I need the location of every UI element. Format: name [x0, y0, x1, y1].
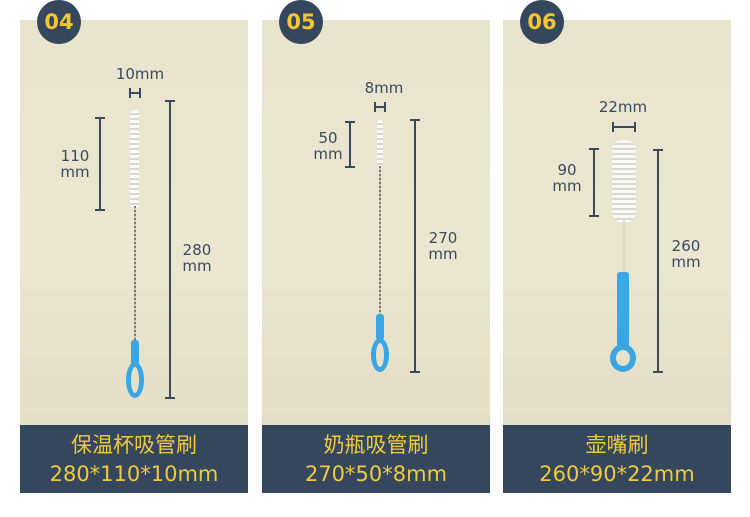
- head-length-label: 110 mm: [60, 147, 90, 181]
- handle-loop: [371, 338, 389, 372]
- number-badge: 06: [520, 0, 564, 44]
- product-dimensions: 270*50*8mm: [304, 462, 448, 486]
- product-dimensions: 280*110*10mm: [49, 462, 219, 486]
- brush-head: [612, 140, 636, 222]
- total-length-label: 280 mm: [182, 241, 212, 275]
- width-label: 8mm: [364, 79, 404, 97]
- brush-head: [377, 120, 383, 167]
- product-name: 保温杯吸管刷: [71, 433, 197, 457]
- width-marker: [374, 102, 386, 112]
- product-dimensions: 260*90*22mm: [539, 462, 695, 486]
- product-label-band: 保温杯吸管刷 280*110*10mm: [20, 425, 248, 493]
- total-dimension-line: [414, 120, 416, 372]
- product-label-band: 奶瓶吸管刷 270*50*8mm: [262, 425, 490, 493]
- product-card-04: 04 10mm 110 mm 280 mm 保温杯吸管刷 280*110*10mm: [20, 0, 248, 493]
- product-label-band: 壶嘴刷 260*90*22mm: [503, 425, 731, 493]
- product-photo: 8mm 50 mm 270 mm: [262, 20, 490, 425]
- product-card-06: 06 22mm 90 mm 260 mm 壶嘴刷 260*90*22mm: [503, 0, 731, 493]
- total-length-label: 270 mm: [428, 229, 458, 263]
- handle-loop: [610, 344, 636, 372]
- product-photo: 22mm 90 mm 260 mm: [503, 20, 731, 425]
- total-dimension-line: [169, 101, 171, 399]
- width-marker: [612, 122, 636, 132]
- handle-loop: [126, 362, 144, 398]
- total-dimension-line: [657, 150, 659, 372]
- width-label: 10mm: [115, 65, 165, 83]
- product-photo: 10mm 110 mm 280 mm: [20, 20, 248, 425]
- total-length-label: 260 mm: [671, 237, 701, 271]
- product-name: 壶嘴刷: [585, 433, 649, 457]
- head-dimension-line: [349, 122, 351, 167]
- head-length-label: 50 mm: [313, 129, 343, 163]
- width-label: 22mm: [598, 98, 648, 116]
- brush-head: [130, 110, 139, 208]
- head-dimension-line: [593, 149, 595, 216]
- number-badge: 05: [279, 0, 323, 44]
- head-length-label: 90 mm: [552, 161, 582, 195]
- head-dimension-line: [99, 118, 101, 210]
- number-badge: 04: [37, 0, 81, 44]
- product-card-05: 05 8mm 50 mm 270 mm 奶瓶吸管刷 270*50*8mm: [262, 0, 490, 493]
- product-name: 奶瓶吸管刷: [323, 433, 429, 457]
- width-marker: [129, 88, 141, 98]
